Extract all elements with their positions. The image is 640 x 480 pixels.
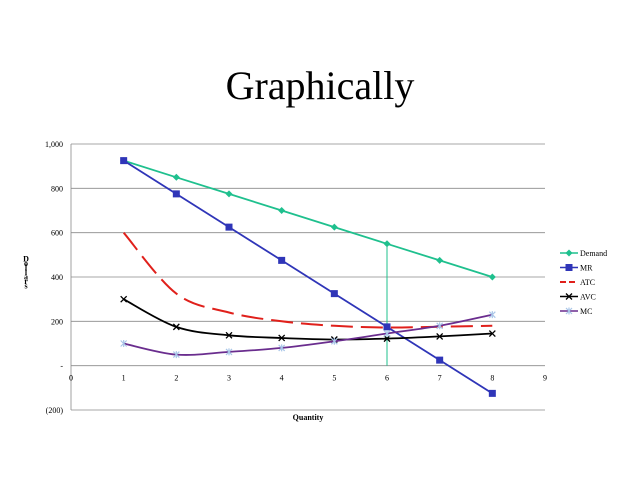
y-tick-label: (200) [46, 406, 64, 415]
data-point [120, 157, 128, 165]
series-demand [120, 157, 496, 281]
x-tick-label: 6 [385, 374, 389, 383]
legend-item-mc: MC [560, 307, 592, 316]
y-tick-label: 400 [51, 273, 63, 282]
y-tick-label: - [60, 362, 63, 371]
data-point [172, 351, 180, 359]
legend-label: AVC [580, 293, 596, 302]
x-tick-label: 0 [69, 374, 73, 383]
x-tick-labels: 0 1 2 3 4 5 6 7 8 9 [69, 374, 547, 383]
data-point [120, 295, 128, 303]
series-line-mr [123, 159, 493, 395]
data-point [330, 290, 338, 298]
y-tick-label: 200 [51, 317, 63, 326]
chart-series [120, 157, 496, 397]
data-point [330, 223, 338, 231]
series-atc [122, 232, 493, 329]
x-tick-label: 7 [438, 374, 442, 383]
x-tick-label: 2 [174, 374, 178, 383]
data-point [436, 356, 444, 364]
series-line-mc [123, 313, 493, 356]
slide-title: Graphically [225, 63, 415, 108]
data-point [488, 311, 496, 319]
series-line-avc [123, 298, 493, 341]
y-axis-label-letter: r [24, 277, 28, 286]
y-axis-label-letter: l [25, 268, 28, 277]
y-axis-label-letter: D [23, 255, 29, 264]
data-point [436, 322, 444, 330]
data-point [172, 323, 180, 331]
data-point [120, 340, 128, 347]
data-point [383, 323, 391, 331]
x-axis-label: Quantity [293, 413, 324, 422]
chart-legend: Demand MR ATC AVC MC [560, 249, 607, 316]
series-line-atc [122, 232, 493, 329]
legend-marker [565, 293, 573, 300]
data-point [278, 344, 286, 352]
y-tick-label: 800 [51, 184, 63, 193]
y-tick-label: 600 [51, 229, 63, 238]
data-point [383, 240, 391, 248]
data-point [225, 223, 233, 231]
data-point [172, 173, 180, 181]
legend-marker [565, 264, 573, 271]
data-point [436, 256, 444, 264]
series-mc [120, 311, 496, 359]
legend-label: MR [580, 264, 593, 273]
x-tick-label: 1 [122, 374, 126, 383]
data-point [225, 190, 233, 198]
chart-grid [70, 143, 545, 411]
y-tick-labels: 1,000 800 600 400 200 - (200) [45, 140, 63, 415]
data-point [383, 330, 391, 338]
x-tick-label: 9 [543, 374, 547, 383]
data-point [278, 207, 286, 214]
data-point [225, 348, 233, 356]
data-point [383, 335, 391, 343]
data-point [488, 330, 496, 337]
x-tick-label: 8 [490, 374, 494, 383]
x-tick-label: 4 [280, 374, 284, 383]
legend-marker [565, 307, 573, 315]
data-point [278, 334, 286, 342]
series-mr [120, 157, 496, 397]
data-point [436, 332, 444, 340]
y-axis-label-letter: o [24, 259, 28, 268]
data-point [488, 273, 496, 281]
legend-label: ATC [580, 278, 595, 287]
x-tick-label: 5 [332, 374, 336, 383]
y-axis-label-letter: s [24, 282, 27, 291]
legend-item-mr: MR [560, 264, 593, 273]
x-tick-label: 3 [227, 374, 231, 383]
data-point [330, 337, 338, 345]
legend-label: MC [580, 307, 592, 316]
data-point [225, 331, 233, 339]
data-point [172, 190, 180, 198]
y-tick-label: 1,000 [45, 140, 63, 149]
legend-label: Demand [580, 249, 607, 258]
legend-marker [565, 249, 573, 257]
legend-item-atc: ATC [560, 278, 595, 287]
series-avc [120, 295, 496, 343]
data-point [278, 256, 286, 264]
legend-item-avc: AVC [560, 293, 596, 302]
y-axis-label-letter: a [24, 273, 28, 282]
series-line-demand [123, 159, 493, 278]
legend-item-demand: Demand [560, 249, 607, 258]
y-axis-label-letter: l [25, 264, 28, 273]
data-point [488, 389, 496, 397]
